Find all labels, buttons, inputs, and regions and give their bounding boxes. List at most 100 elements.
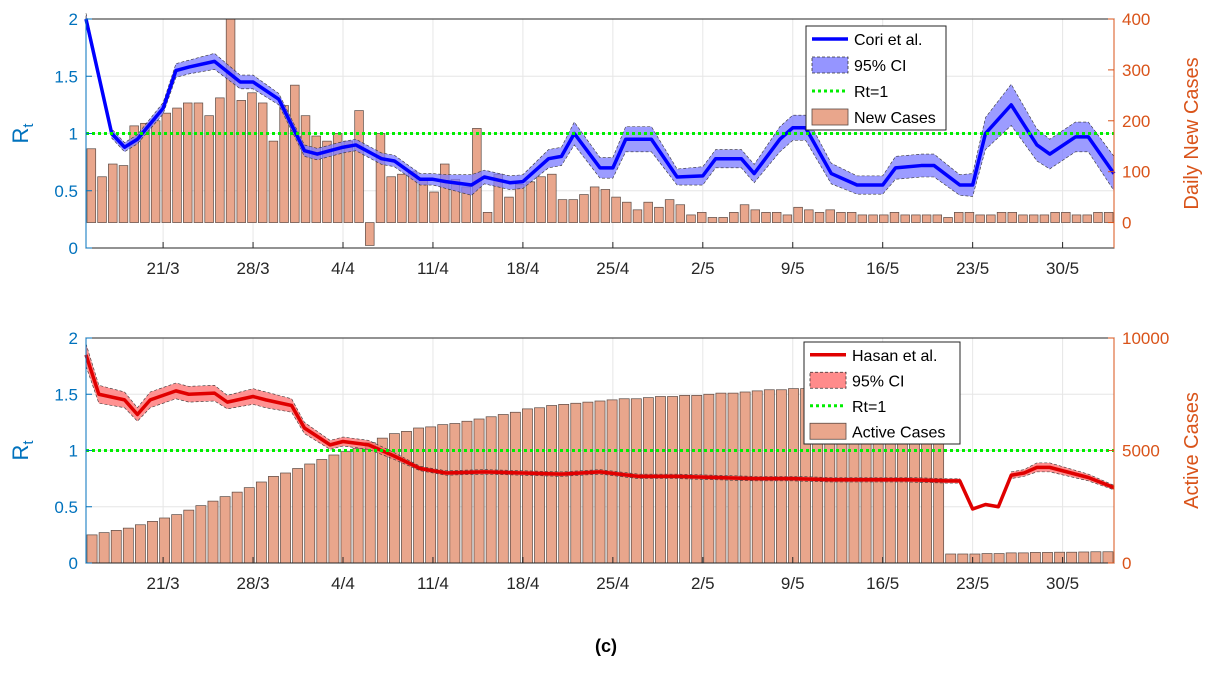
- bar: [679, 395, 691, 564]
- bar: [290, 84, 300, 223]
- bar: [257, 102, 268, 223]
- bar: [557, 199, 568, 223]
- y-right-tick-label: 0: [1122, 214, 1131, 233]
- bar: [771, 212, 782, 223]
- bar: [718, 217, 728, 223]
- x-tick-label: 4/4: [331, 574, 355, 593]
- bar: [788, 388, 799, 564]
- y-right-tick-label: 0: [1122, 554, 1131, 573]
- bar: [161, 112, 172, 223]
- bar: [957, 553, 969, 564]
- bar: [932, 214, 943, 223]
- x-tick-label: 9/5: [781, 574, 805, 593]
- bar: [1093, 212, 1103, 223]
- bar: [171, 514, 183, 564]
- bar: [279, 105, 289, 223]
- bar: [86, 534, 98, 564]
- legend-label: New Cases: [854, 110, 936, 127]
- bar: [630, 398, 642, 564]
- bar: [98, 532, 110, 564]
- x-tick-label: 18/4: [506, 259, 539, 278]
- bar: [664, 199, 675, 223]
- legend-ci-swatch: [809, 371, 847, 389]
- bar: [304, 463, 316, 564]
- bar: [1071, 214, 1082, 223]
- x-tick-label: 25/4: [596, 259, 629, 278]
- bar: [522, 408, 533, 564]
- y-left-tick-label: 1.5: [54, 67, 78, 86]
- bar: [1007, 212, 1017, 223]
- bar: [110, 530, 122, 564]
- bar: [413, 427, 424, 564]
- bar: [993, 553, 1005, 564]
- x-tick-label: 9/5: [781, 259, 805, 278]
- bar: [1054, 551, 1065, 564]
- x-tick-label: 23/5: [956, 574, 989, 593]
- bar: [642, 397, 654, 564]
- bar: [183, 509, 195, 564]
- bar: [440, 163, 450, 223]
- bar: [547, 173, 557, 223]
- legend-label: Rt=1: [854, 84, 888, 101]
- bar: [579, 194, 589, 223]
- bar: [461, 420, 473, 564]
- bar: [655, 396, 666, 564]
- bar: [793, 206, 803, 223]
- x-tick-label: 2/5: [691, 574, 715, 593]
- bar: [311, 135, 321, 223]
- y-left-tick-label: 0.5: [54, 498, 78, 517]
- legend: Hasan et al. 95% CI Rt=1 Active Cases: [803, 341, 961, 445]
- bar: [618, 398, 630, 564]
- bar: [611, 196, 621, 223]
- bar: [108, 163, 118, 223]
- bar: [376, 437, 388, 564]
- bar: [1078, 551, 1090, 564]
- bar: [739, 204, 750, 223]
- bar: [1102, 551, 1114, 564]
- bar: [118, 165, 129, 223]
- bar: [697, 212, 707, 223]
- legend-label: Rt=1: [852, 399, 886, 416]
- bar: [343, 140, 354, 223]
- bar: [589, 186, 600, 223]
- bar: [328, 454, 340, 564]
- figure-caption: (c): [595, 636, 617, 656]
- bar: [140, 122, 150, 223]
- bar: [497, 414, 509, 564]
- bar: [836, 212, 846, 223]
- chart-panel-bottom: 21/3 28/3 4/4 11/4 18/4 25/4 2/5 9/5 16/5 23/5 30/…: [8, 329, 1203, 593]
- x-tick-label: 4/4: [331, 259, 355, 278]
- bar: [964, 212, 975, 223]
- y-right-tick-label: 300: [1122, 61, 1150, 80]
- bar: [514, 184, 525, 223]
- ci-band: [85, 343, 1115, 511]
- bar: [643, 201, 653, 223]
- bar: [729, 212, 739, 223]
- bar: [1005, 552, 1017, 564]
- bar: [654, 206, 664, 223]
- legend: Cori et al. 95% CI Rt=1 New Cases: [805, 25, 947, 131]
- bar: [954, 212, 964, 223]
- bar: [969, 553, 981, 564]
- bar: [582, 401, 594, 564]
- bar: [900, 214, 910, 223]
- y-left-tick-label: 1.5: [54, 385, 78, 404]
- bar: [473, 418, 485, 564]
- bar: [280, 472, 291, 564]
- bar: [316, 459, 328, 564]
- bar: [879, 214, 889, 223]
- x-tick-label: 21/3: [147, 574, 180, 593]
- bar: [425, 426, 437, 564]
- bar: [857, 214, 868, 223]
- y-left-tick-label: 1: [69, 125, 78, 144]
- x-tick-label: 2/5: [691, 259, 715, 278]
- bar: [322, 140, 332, 223]
- y-left-label: Rt: [8, 440, 37, 461]
- bar: [332, 133, 343, 223]
- bar: [215, 97, 225, 223]
- legend-label: Hasan et al.: [852, 348, 937, 365]
- bar: [846, 212, 857, 223]
- bar: [509, 411, 521, 564]
- rt-line: [84, 18, 1116, 187]
- bar: [482, 212, 493, 223]
